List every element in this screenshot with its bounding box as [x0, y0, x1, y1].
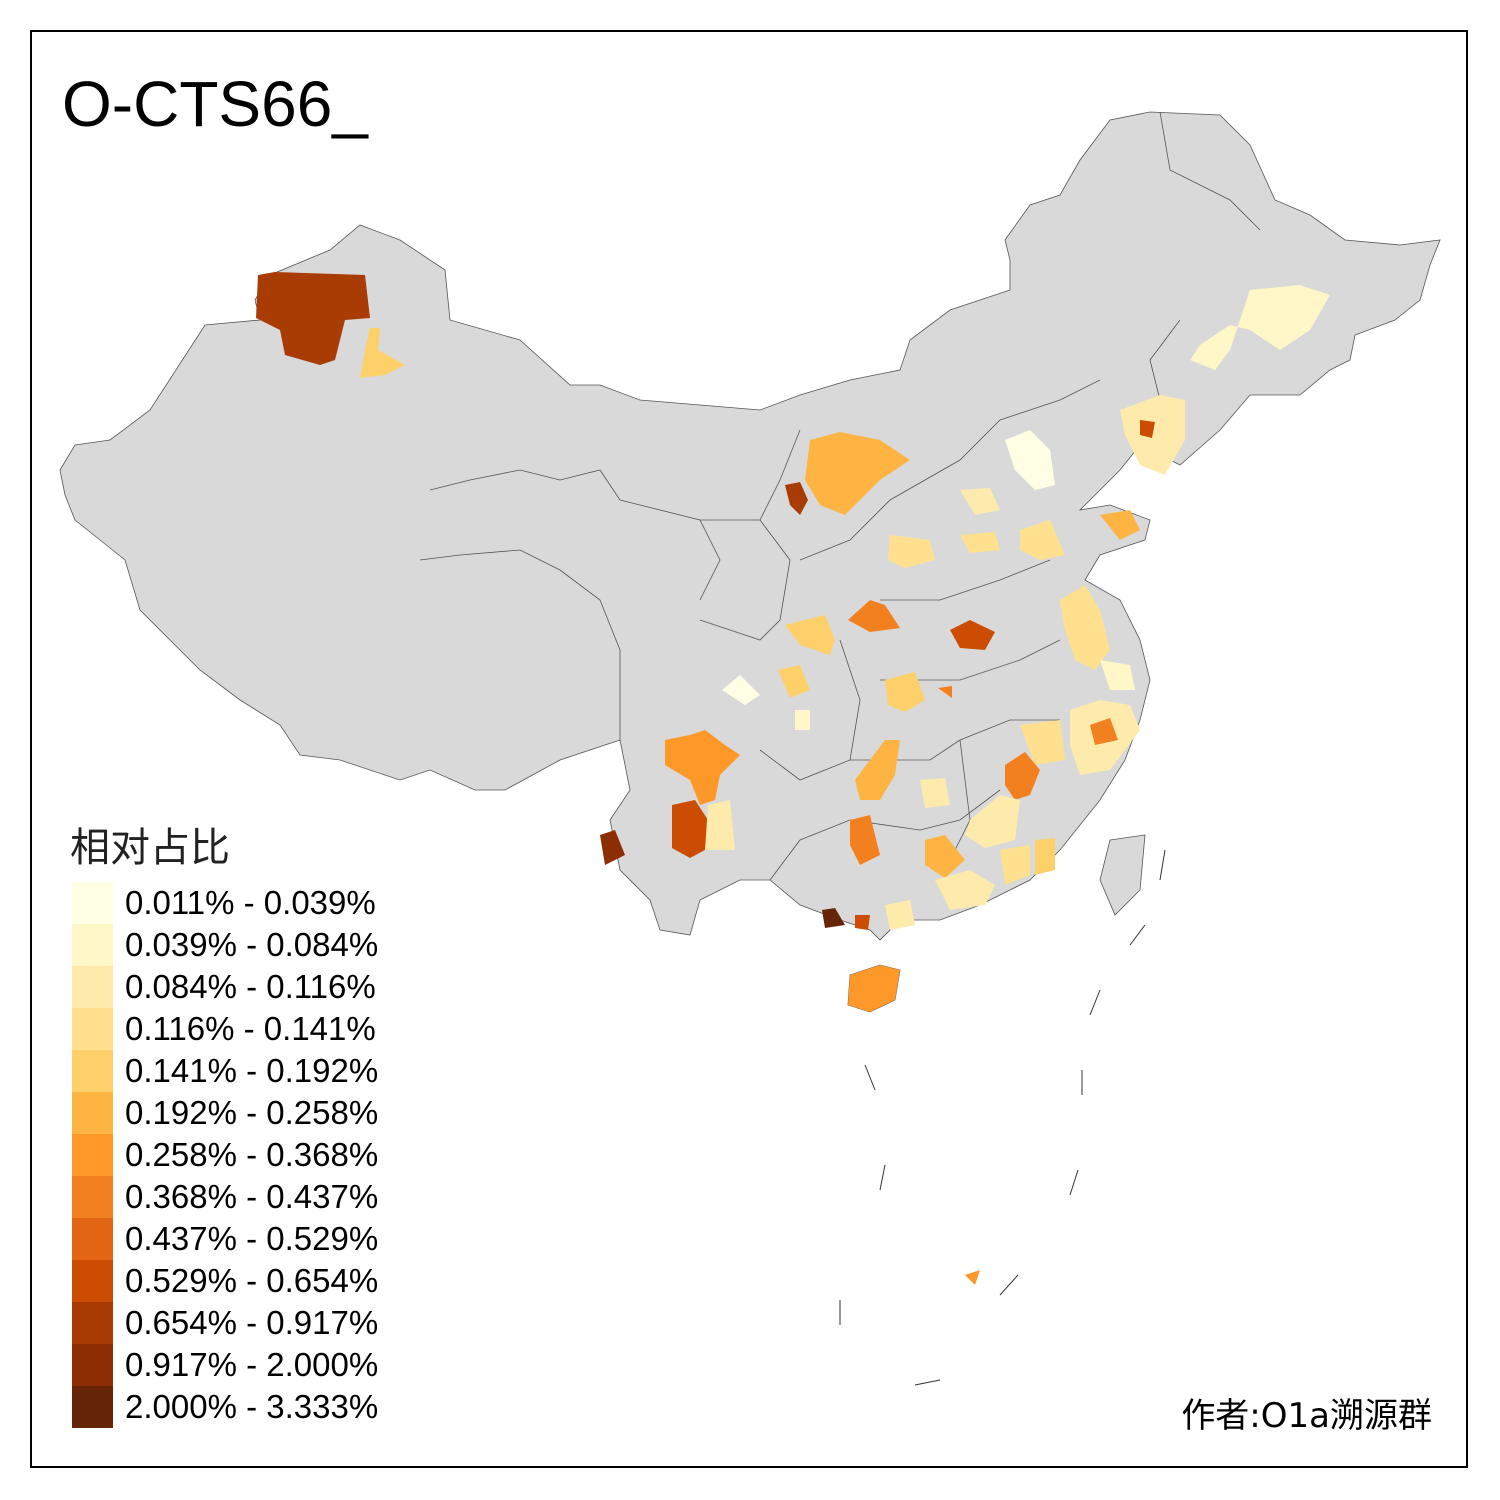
region [722, 675, 760, 705]
region [1035, 838, 1055, 875]
region-xinjiang-north [256, 272, 370, 365]
region [950, 620, 995, 650]
region [960, 488, 1000, 515]
region-island [965, 1270, 980, 1285]
legend-swatch [72, 1176, 113, 1218]
region [960, 532, 1000, 553]
region [1090, 718, 1118, 745]
legend-label: 0.141% - 0.192% [125, 1052, 379, 1089]
region [965, 795, 1020, 848]
region [672, 800, 708, 858]
legend-swatch [72, 1008, 113, 1050]
region [1060, 585, 1110, 670]
south-china-sea-islands [839, 849, 1166, 1386]
region [822, 908, 845, 928]
map-frame [30, 30, 1468, 1468]
legend-item: 0.917% - 2.000% [72, 1344, 378, 1386]
legend-swatch [72, 1134, 113, 1176]
region [885, 672, 925, 712]
legend-label: 0.011% - 0.039% [125, 884, 376, 921]
region [1100, 510, 1140, 540]
region [1000, 845, 1030, 885]
region [935, 870, 995, 910]
legend-label: 0.654% - 0.917% [125, 1304, 379, 1341]
region [848, 600, 900, 632]
legend-label: 0.192% - 0.258% [125, 1094, 379, 1131]
legend-item: 0.258% - 0.368% [72, 1134, 378, 1176]
legend-label: 0.917% - 2.000% [125, 1346, 379, 1383]
legend-item: 0.141% - 0.192% [72, 1050, 378, 1092]
legend-label: 0.039% - 0.084% [125, 926, 379, 963]
taiwan [1099, 834, 1146, 916]
region [1020, 520, 1065, 560]
region [855, 915, 870, 930]
province-borders [419, 111, 1261, 881]
author-credit: 作者:O1a溯源群 [1181, 1396, 1432, 1436]
region [1140, 420, 1155, 438]
region [1005, 430, 1055, 490]
legend-swatch [72, 1302, 113, 1344]
legend-item: 0.039% - 0.084% [72, 924, 378, 966]
region [888, 535, 935, 568]
legend-swatch [72, 1344, 113, 1386]
legend-item: 0.437% - 0.529% [72, 1218, 378, 1260]
legend-swatch [72, 882, 113, 924]
region [1190, 285, 1330, 370]
legend-swatch [72, 1050, 113, 1092]
region [938, 686, 952, 698]
region [855, 740, 900, 800]
legend-label: 0.084% - 0.116% [125, 968, 376, 1005]
legend-item: 0.529% - 0.654% [72, 1260, 378, 1302]
region [360, 328, 405, 378]
region [665, 730, 740, 805]
region [885, 900, 915, 930]
region [920, 778, 950, 808]
map-title: O-CTS66_ [62, 68, 368, 140]
region [785, 615, 835, 655]
region [925, 835, 965, 878]
region [785, 482, 808, 515]
legend-swatch [72, 924, 113, 966]
region [1020, 720, 1065, 765]
legend-item: 0.192% - 0.258% [72, 1092, 378, 1134]
region [1005, 752, 1040, 800]
legend-swatch [72, 1260, 113, 1302]
region [778, 665, 810, 698]
china-mainland [59, 111, 1441, 941]
legend-label: 0.529% - 0.654% [125, 1262, 379, 1299]
legend-swatch [72, 1386, 113, 1428]
region [1100, 660, 1135, 690]
legend-item: 0.654% - 0.917% [72, 1302, 378, 1344]
region [600, 830, 625, 865]
legend-label: 0.368% - 0.437% [125, 1178, 379, 1215]
legend-item: 0.011% - 0.039% [72, 882, 378, 924]
legend-item: 0.368% - 0.437% [72, 1176, 378, 1218]
legend-swatch [72, 1218, 113, 1260]
legend-label: 2.000% - 3.333% [125, 1388, 379, 1425]
legend-title: 相对占比 [70, 825, 230, 871]
legend-label: 0.258% - 0.368% [125, 1136, 379, 1173]
region [805, 432, 910, 515]
region [705, 800, 735, 850]
legend-swatch [72, 966, 113, 1008]
legend-item: 0.084% - 0.116% [72, 966, 378, 1008]
legend: 0.011% - 0.039% 0.039% - 0.084% 0.084% -… [72, 882, 378, 1428]
region [850, 815, 880, 865]
legend-item: 2.000% - 3.333% [72, 1386, 378, 1428]
region [795, 710, 810, 730]
region-hainan [848, 965, 900, 1012]
legend-item: 0.116% - 0.141% [72, 1008, 378, 1050]
legend-label: 0.437% - 0.529% [125, 1220, 379, 1257]
legend-swatch [72, 1092, 113, 1134]
legend-label: 0.116% - 0.141% [125, 1010, 376, 1047]
